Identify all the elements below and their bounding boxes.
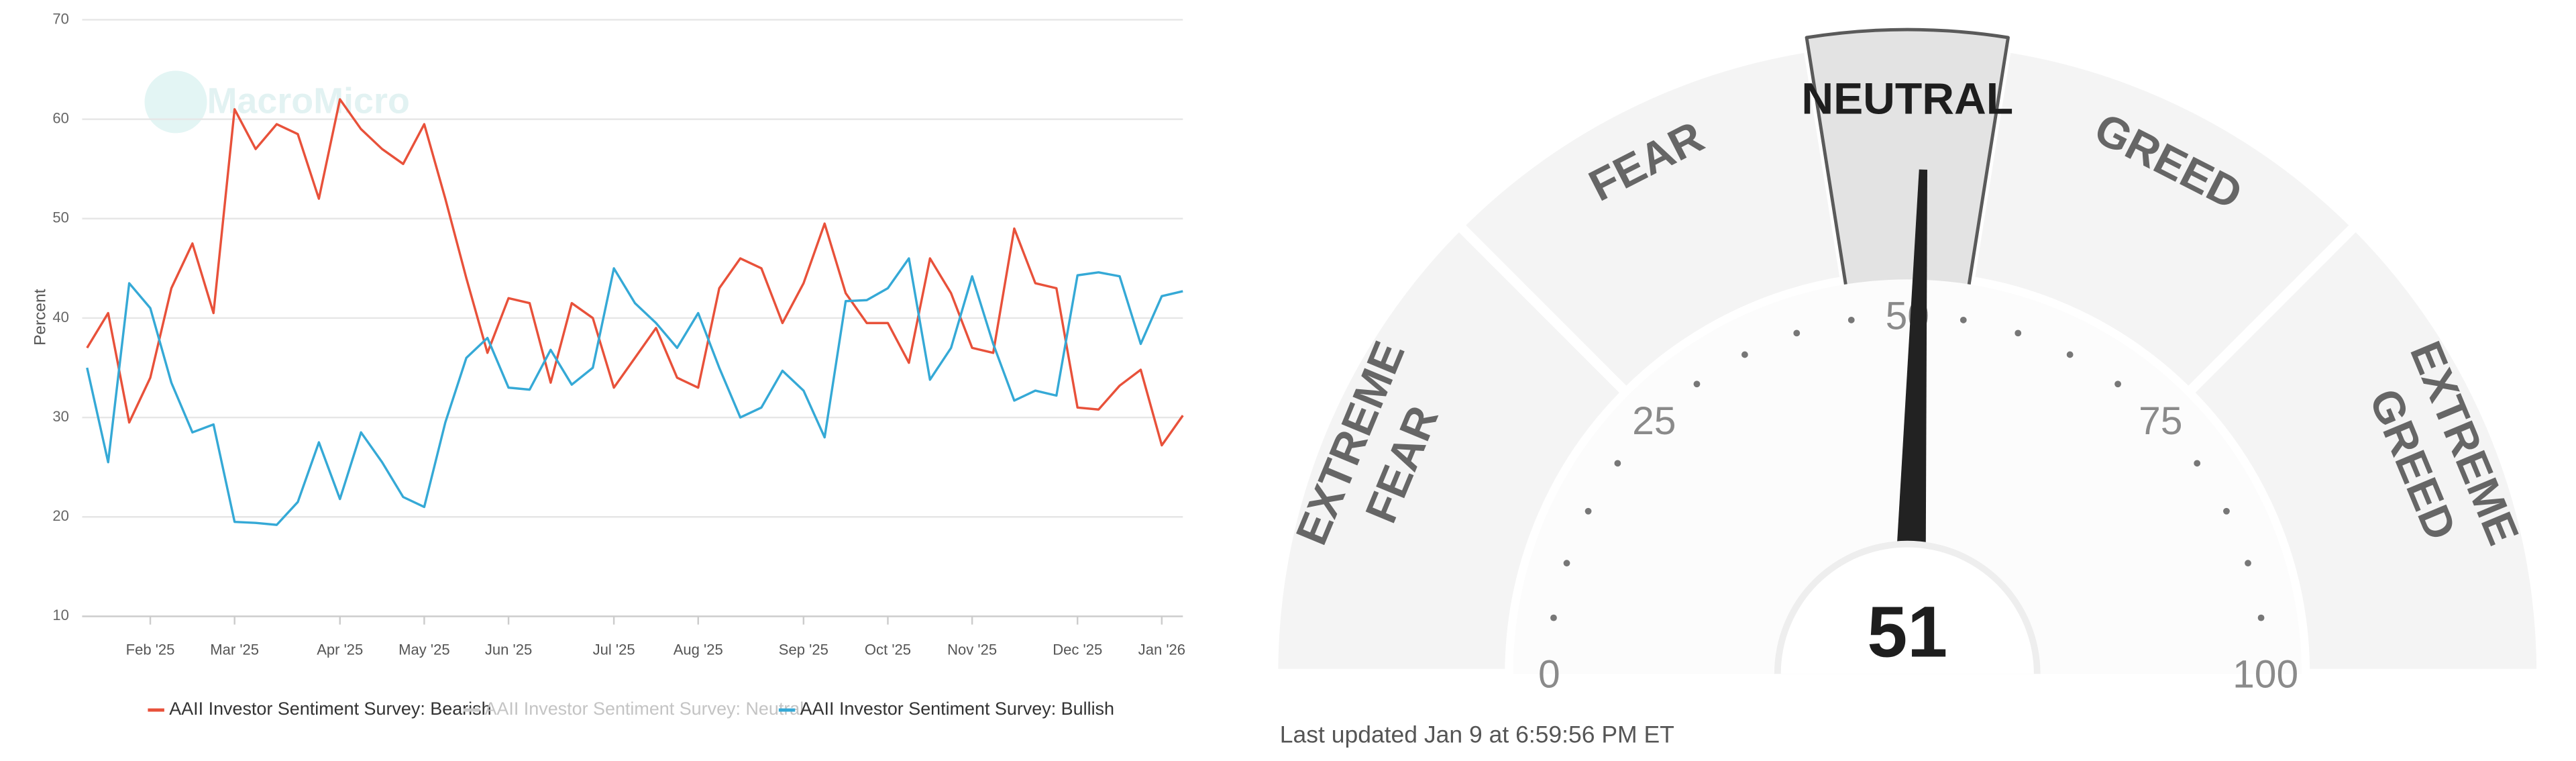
x-tick-label: Feb '25 bbox=[126, 642, 175, 658]
y-tick-label: 70 bbox=[52, 10, 69, 27]
x-tick-label: Oct '25 bbox=[865, 642, 911, 658]
scale-label: 25 bbox=[1632, 399, 1676, 443]
scale-label: 75 bbox=[2139, 399, 2182, 443]
y-tick-label: 30 bbox=[52, 408, 69, 425]
x-tick-label: Sep '25 bbox=[779, 642, 828, 658]
x-tick-label: Jan '26 bbox=[1138, 642, 1185, 658]
scale-dot bbox=[2223, 507, 2230, 515]
x-tick-label: Nov '25 bbox=[947, 642, 997, 658]
x-tick-label: May '25 bbox=[398, 642, 449, 658]
x-tick-label: Dec '25 bbox=[1053, 642, 1102, 658]
scale-dot bbox=[2114, 380, 2121, 388]
segment bbox=[2183, 220, 2546, 679]
watermark-logo bbox=[144, 70, 207, 134]
scale-dot bbox=[2257, 614, 2265, 621]
scale-dot bbox=[2015, 329, 2022, 337]
value-disk bbox=[1780, 547, 2034, 674]
x-tick-label: Mar '25 bbox=[210, 642, 259, 658]
scale-dot bbox=[1847, 316, 1855, 323]
scale-dot bbox=[1960, 316, 1967, 323]
watermark: MacroMicro bbox=[207, 81, 410, 121]
segment bbox=[1268, 220, 1631, 679]
series-line bbox=[86, 98, 1184, 447]
y-axis-label: Percent bbox=[32, 289, 50, 346]
segment-label: NEUTRAL bbox=[1801, 74, 2013, 123]
legend-label: AAII Investor Sentiment Survey: Bullish bbox=[800, 699, 1114, 719]
x-tick-label: Jun '25 bbox=[485, 642, 532, 658]
scale-dot bbox=[2245, 560, 2251, 567]
y-tick-label: 60 bbox=[52, 109, 69, 126]
y-tick-label: 40 bbox=[52, 309, 69, 325]
legend-label: AAII Investor Sentiment Survey: Bearish bbox=[169, 699, 491, 719]
last-updated: Last updated Jan 9 at 6:59:56 PM ET bbox=[1280, 721, 1674, 748]
needle bbox=[1896, 169, 1928, 560]
gauge-value: 51 bbox=[1867, 591, 1947, 672]
segment bbox=[1964, 42, 2361, 398]
scale-dot bbox=[1693, 380, 1701, 388]
scale-dot bbox=[1614, 460, 1621, 467]
scale-dot bbox=[1741, 351, 1748, 358]
y-tick-label: 20 bbox=[52, 507, 69, 524]
segment bbox=[1454, 42, 1850, 398]
scale-dot bbox=[1563, 560, 1570, 567]
scale-dot bbox=[1550, 614, 1557, 621]
y-tick-label: 50 bbox=[52, 209, 69, 226]
legend-label: AAII Investor Sentiment Survey: Neutral bbox=[484, 699, 804, 719]
scale-dot bbox=[1585, 507, 1592, 515]
x-tick-label: Aug '25 bbox=[674, 642, 723, 658]
series-line bbox=[86, 257, 1183, 526]
scale-label: 100 bbox=[2233, 653, 2298, 697]
scale-dot bbox=[1793, 329, 1801, 337]
scale-dot bbox=[2066, 351, 2074, 358]
x-tick-label: Apr '25 bbox=[317, 642, 363, 658]
scale-dot bbox=[2194, 460, 2201, 467]
y-tick-label: 10 bbox=[52, 607, 69, 623]
x-tick-label: Jul '25 bbox=[593, 642, 635, 658]
scale-label: 0 bbox=[1538, 653, 1560, 697]
